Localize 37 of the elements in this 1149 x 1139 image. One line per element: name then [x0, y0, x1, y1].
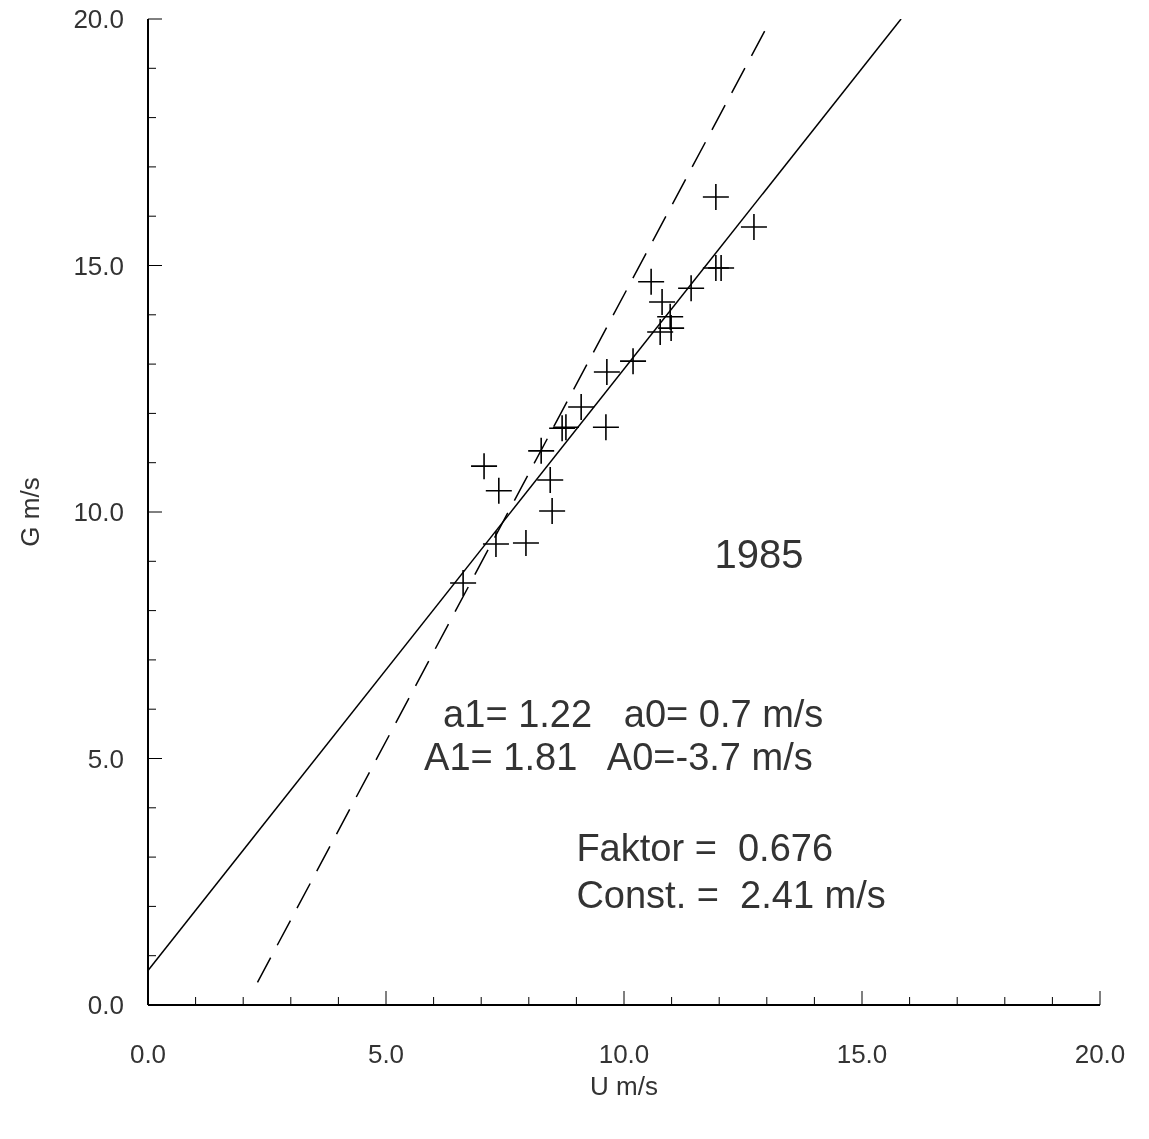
point: [450, 569, 477, 596]
x-tick-label: 20.0: [1074, 1039, 1126, 1069]
y-tick-label: 20.0: [73, 4, 124, 34]
annotation: a1= 1.22 a0= 0.7 m/s: [443, 693, 824, 737]
point: [568, 393, 595, 420]
point: [528, 437, 555, 464]
y-tick-label: 10.0: [73, 497, 124, 527]
x-tick-label: 5.0: [367, 1039, 405, 1069]
y-tick-label: 5.0: [87, 743, 124, 774]
annotation: 1985: [714, 531, 804, 576]
annotation: Const. = 2.41 m/s: [576, 873, 886, 917]
point: [471, 453, 498, 480]
point: [702, 183, 729, 210]
point: [485, 477, 512, 504]
point: [708, 254, 735, 281]
y-tick-label: 0.0: [87, 990, 124, 1020]
point: [620, 348, 647, 375]
point: [678, 275, 705, 302]
point: [482, 531, 509, 558]
point: [539, 498, 566, 525]
annotation: A1= 1.81 A0=-3.7 m/s: [424, 735, 813, 779]
point: [647, 319, 674, 346]
x-tick-label: 10.0: [598, 1039, 650, 1069]
point: [638, 268, 665, 295]
point: [649, 288, 676, 315]
point: [592, 414, 619, 441]
point: [658, 315, 685, 342]
y-tick-label: 15.0: [73, 250, 124, 281]
x-tick-label: 0.0: [129, 1039, 167, 1069]
x-tick-label: 15.0: [836, 1039, 888, 1069]
point: [537, 466, 564, 493]
point: [740, 214, 767, 241]
x-axis-title: U m/s: [590, 1071, 658, 1101]
annotation: Faktor = 0.676: [576, 826, 834, 870]
y-axis-title: G m/s: [15, 477, 46, 547]
point: [593, 358, 620, 385]
point: [512, 530, 539, 557]
